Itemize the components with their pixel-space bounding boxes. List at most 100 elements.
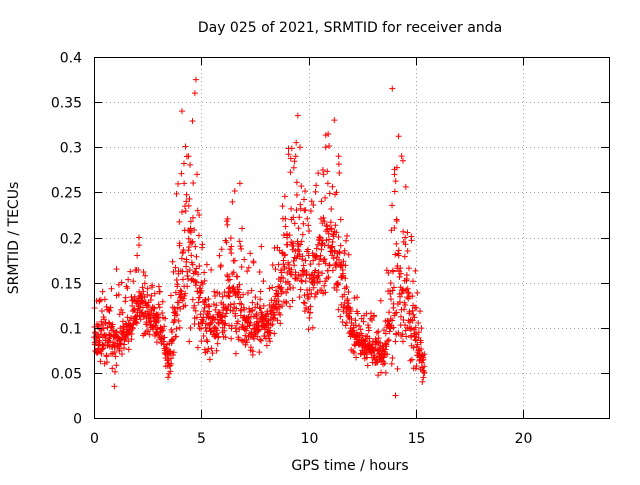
data-point	[227, 301, 234, 308]
data-point	[354, 310, 361, 317]
data-point	[227, 246, 234, 253]
data-point	[249, 299, 256, 306]
data-point	[389, 202, 396, 209]
data-point	[241, 306, 248, 313]
data-point	[388, 360, 395, 367]
data-point	[331, 117, 338, 124]
data-point	[161, 334, 168, 341]
data-point	[409, 307, 416, 314]
data-point	[161, 323, 168, 330]
data-point	[256, 268, 263, 275]
data-point	[189, 238, 196, 245]
data-point	[353, 329, 360, 336]
data-point	[241, 256, 248, 263]
data-point	[295, 225, 302, 232]
data-point	[307, 207, 314, 214]
y-tick-label: 0.3	[60, 141, 82, 157]
data-point	[194, 171, 200, 178]
data-point	[232, 350, 239, 357]
data-point	[396, 299, 403, 306]
data-point	[222, 313, 229, 320]
data-point	[344, 297, 351, 304]
data-point	[247, 250, 254, 257]
data-point	[284, 241, 291, 248]
data-point	[329, 267, 336, 274]
data-point	[197, 325, 204, 332]
data-point	[193, 314, 200, 321]
data-point	[403, 333, 410, 340]
data-point	[108, 285, 115, 292]
data-point	[356, 322, 363, 329]
data-point	[389, 85, 396, 92]
data-point	[282, 251, 289, 258]
data-point	[279, 203, 286, 210]
data-point	[183, 198, 190, 205]
data-point	[98, 346, 105, 353]
data-point	[118, 306, 125, 313]
data-point	[395, 252, 402, 259]
data-point	[390, 268, 397, 275]
data-point	[402, 241, 409, 248]
data-point	[360, 318, 367, 325]
data-point	[418, 325, 425, 332]
data-point	[342, 262, 349, 269]
data-point	[121, 324, 128, 331]
data-point	[116, 311, 123, 318]
data-point	[243, 327, 250, 334]
data-point	[196, 211, 203, 218]
data-point	[277, 311, 284, 318]
data-point	[98, 318, 105, 325]
data-point	[319, 270, 326, 277]
data-point	[324, 267, 331, 274]
data-point	[277, 278, 284, 285]
data-point	[208, 345, 215, 352]
data-point	[274, 244, 281, 251]
data-point	[299, 253, 306, 260]
data-point	[364, 362, 371, 369]
data-point	[199, 241, 206, 248]
data-point	[266, 335, 273, 342]
data-point	[189, 118, 196, 125]
data-point	[112, 368, 119, 375]
data-point	[274, 317, 281, 324]
data-point	[107, 304, 114, 311]
data-point	[281, 263, 288, 270]
data-point	[325, 131, 332, 138]
data-point	[98, 350, 105, 357]
data-point	[394, 365, 401, 372]
data-point	[313, 182, 320, 189]
data-point	[141, 280, 148, 287]
data-point	[167, 292, 174, 299]
data-point	[168, 360, 175, 367]
data-point	[240, 291, 247, 298]
data-point	[197, 311, 204, 318]
data-point	[228, 335, 235, 342]
data-point	[196, 294, 203, 301]
data-point	[176, 324, 183, 331]
data-point	[301, 300, 308, 307]
data-point	[254, 301, 261, 308]
data-point	[284, 234, 291, 241]
data-point	[214, 340, 221, 347]
data-point	[139, 284, 146, 291]
data-point	[213, 302, 220, 309]
data-point	[170, 268, 177, 275]
data-point	[207, 320, 214, 327]
data-point	[354, 294, 361, 301]
data-point	[322, 144, 329, 151]
data-point	[173, 325, 180, 332]
data-point	[310, 257, 317, 264]
data-point	[188, 239, 195, 246]
data-point	[258, 337, 265, 344]
data-point	[224, 215, 231, 222]
data-point	[368, 310, 375, 317]
data-point	[250, 259, 257, 266]
data-point	[144, 302, 151, 309]
data-point	[365, 324, 372, 331]
data-point	[417, 356, 424, 363]
data-point	[335, 233, 342, 240]
data-point	[96, 297, 103, 304]
data-point	[216, 290, 223, 297]
data-point	[325, 274, 332, 281]
data-point	[260, 278, 267, 285]
